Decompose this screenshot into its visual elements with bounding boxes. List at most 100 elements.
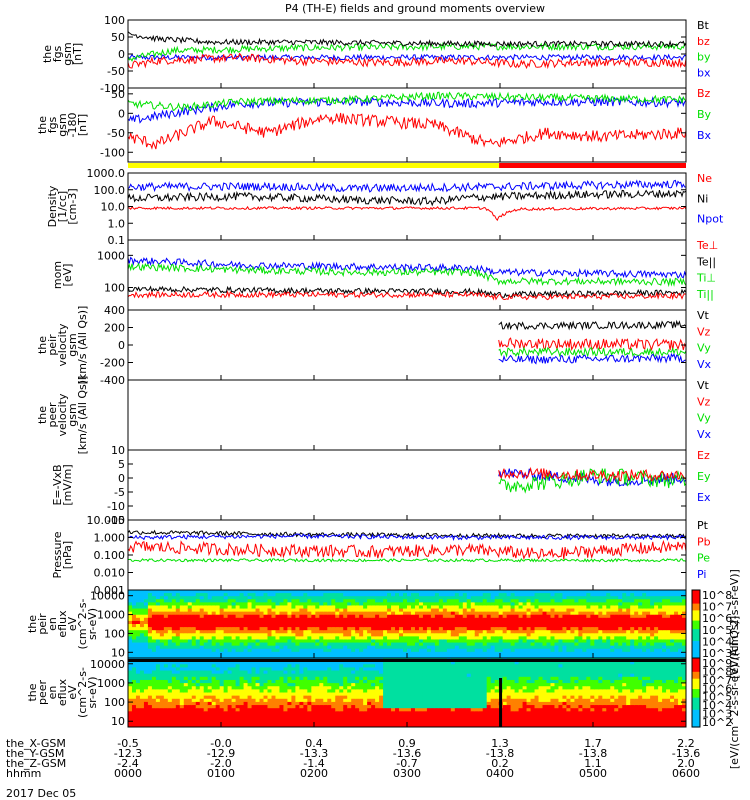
heat-cell [219,714,225,719]
heat-cell [662,639,667,644]
heat-cell [223,673,229,678]
heat-cell [327,599,332,603]
heat-cell [299,679,304,684]
heat-cell [219,692,225,697]
heat-cell [542,636,548,641]
heat-cell [231,611,237,616]
heat-cell [239,648,245,653]
heat-cell [215,720,221,725]
heat-cell [391,602,396,607]
heat-cell [319,627,324,631]
heat-cell [530,617,536,622]
heat-cell [319,608,324,613]
heat-cell [410,602,416,607]
colorbar-segment [692,593,700,596]
heat-cell [255,651,261,656]
heat-cell [175,683,181,687]
heat-cell [179,648,185,653]
heat-cell [167,667,173,672]
colorbar-segment [692,591,700,594]
heat-cell [343,679,348,684]
heat-cell [335,602,340,607]
heat-cell [135,624,141,628]
heat-cell [422,648,428,653]
heat-cell [143,648,149,653]
heat-cell [630,645,635,650]
heat-cell [159,679,165,684]
heat-cell [311,695,316,700]
heat-cell [422,645,428,650]
heat-cell [590,599,595,603]
heat-cell [562,590,568,594]
heat-cell [446,639,452,644]
heat-cell [263,620,269,625]
heat-cell [131,639,137,644]
heat-cell [263,683,269,687]
heat-cell [351,701,356,706]
heat-cell [307,624,312,628]
heat-cell [307,648,312,653]
heat-cell [299,620,304,625]
heat-cell [139,701,145,706]
colorbar-segment [692,635,700,639]
heat-cell [598,630,603,634]
heat-cell [295,602,300,607]
heat-cell [163,676,169,681]
heat-cell [319,670,324,675]
heat-cell [291,717,296,722]
heat-cell [167,686,173,690]
heat-cell [442,614,448,619]
heat-cell [387,602,392,607]
heat-cell [227,714,233,719]
heat-cell [502,630,508,634]
heat-cell [658,627,663,631]
heat-cell [139,664,145,669]
heat-cell [171,599,177,603]
heat-cell [446,611,452,616]
heat-cell [219,651,225,656]
heat-cell [363,614,368,619]
heat-cell [610,654,615,658]
heat-cell [470,608,476,613]
heat-cell [682,611,686,616]
heat-cell [195,624,201,628]
heat-cell [363,673,368,678]
heat-cell [227,645,233,650]
heat-cell [159,673,165,678]
heat-cell [235,664,241,669]
heat-cell [494,614,500,619]
series-group [128,256,686,301]
heat-cell [171,676,177,681]
heat-cell [426,630,432,634]
heat-cell [271,593,277,597]
heat-cell [486,620,492,625]
heat-cell [642,633,647,637]
heat-cell [195,723,201,727]
heat-cell [331,593,336,597]
heat-cell [371,599,376,603]
heat-cell [251,651,257,656]
y-label-line: en [46,617,59,631]
heat-cell [259,645,265,650]
heat-cell [295,695,300,700]
heat-cell [458,599,464,603]
heat-cell [554,599,560,603]
heat-cell [131,624,137,628]
heat-cell [490,636,496,641]
y-tick-label: 0 [118,107,125,120]
heat-cell [215,692,221,697]
heat-cell [359,645,364,650]
heat-cell [267,714,273,719]
heat-cell [434,639,440,644]
heat-cell [135,605,141,610]
heat-cell [151,648,157,653]
heat-cell [578,630,583,634]
heat-cell [215,627,221,631]
heat-cell [203,689,209,694]
heat-cell [319,642,324,647]
panels: 100500-50-100thefgsgsm[nT]Btbzbybx500-50… [26,14,741,769]
heat-cell [610,596,615,600]
heat-cell [458,651,464,656]
heat-cell [287,630,293,634]
heat-cell [383,590,388,594]
